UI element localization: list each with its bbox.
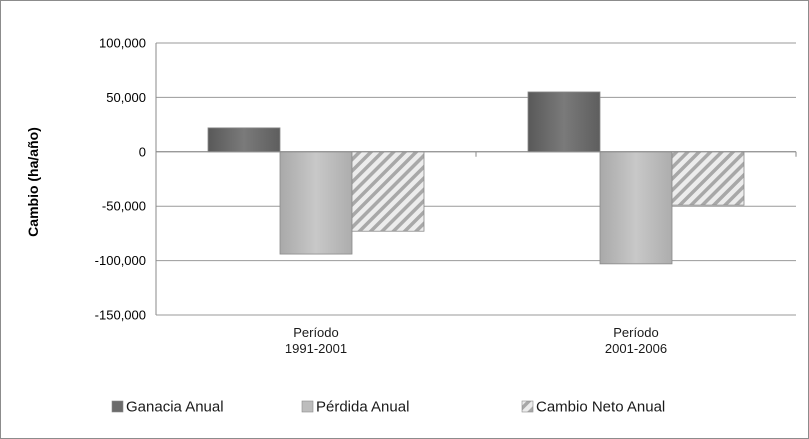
category-labels: Período 1991-2001 Período 2001-2006	[285, 325, 667, 356]
bar-ganacia-anual	[207, 127, 281, 153]
legend: Ganacia Anual Pérdida Anual Cambio Neto An…	[111, 399, 665, 416]
bars	[207, 91, 745, 265]
y-tick-label: -50,000	[102, 199, 146, 214]
legend-item: Cambio Neto Anual	[521, 399, 665, 416]
y-tick-label: 100,000	[99, 36, 146, 51]
bar-p-rdida-anual	[599, 151, 673, 265]
legend-item: Ganacia Anual	[111, 399, 224, 416]
axes	[155, 43, 797, 315]
y-axis-title: Cambio (ha/año)	[25, 127, 41, 237]
legend-label: Cambio Neto Anual	[536, 399, 665, 416]
y-tick-labels: 100,000 50,000 0 -50,000 -100,000 -150,000	[95, 36, 146, 323]
x-category-label: Período 1991-2001	[285, 325, 347, 356]
legend-swatch	[301, 400, 314, 413]
bar-ganacia-anual	[527, 91, 601, 153]
x-category-label: Período 2001-2006	[605, 325, 667, 356]
legend-swatch	[521, 400, 534, 413]
y-tick-label: -100,000	[95, 253, 146, 268]
bar-cambio-neto-anual	[671, 151, 745, 206]
y-tick-label: 50,000	[106, 90, 146, 105]
legend-item: Pérdida Anual	[301, 399, 409, 416]
legend-label: Pérdida Anual	[316, 399, 409, 416]
y-tick-label: -150,000	[95, 308, 146, 323]
legend-label: Ganacia Anual	[126, 399, 224, 416]
y-tick-label: 0	[139, 144, 146, 159]
legend-swatch	[111, 400, 124, 413]
bar-p-rdida-anual	[279, 151, 353, 255]
bar-cambio-neto-anual	[351, 151, 425, 232]
